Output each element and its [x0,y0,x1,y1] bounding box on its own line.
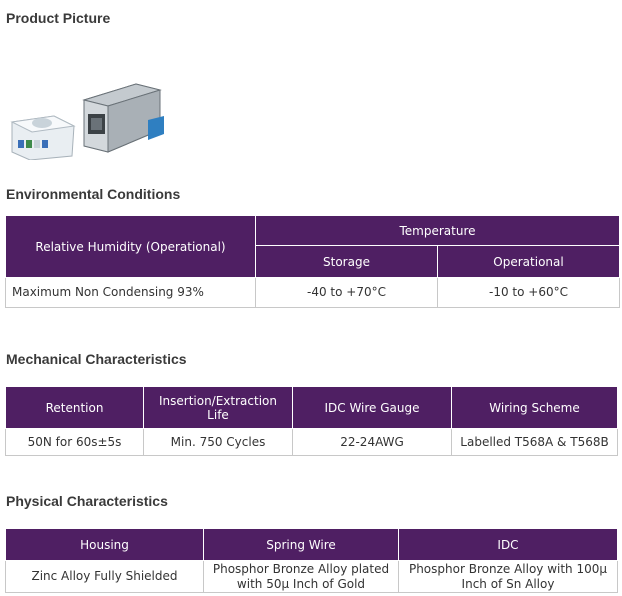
insertion-life-value: Min. 750 Cycles [143,428,293,456]
spring-wire-value: Phosphor Bronze Alloy plated with 50µ In… [203,560,399,593]
housing-value: Zinc Alloy Fully Shielded [5,560,204,593]
housing-header: Housing [5,528,204,561]
storage-value: -40 to +70°C [255,277,438,308]
product-picture-title: Product Picture [6,10,111,26]
table-row: Zinc Alloy Fully Shielded Phosphor Bronz… [5,560,618,593]
operational-value: -10 to +60°C [436,277,621,308]
mechanical-title: Mechanical Characteristics [6,351,187,367]
physical-title: Physical Characteristics [6,493,168,509]
product-image [10,83,164,160]
retention-header: Retention [5,386,144,429]
storage-header: Storage [255,245,438,278]
humidity-header: Relative Humidity (Operational) [5,215,256,278]
wiring-scheme-header: Wiring Scheme [451,386,618,429]
humidity-value: Maximum Non Condensing 93% [5,277,256,308]
table-row: 50N for 60s±5s Min. 750 Cycles 22-24AWG … [5,428,618,456]
physical-table: Housing Spring Wire IDC Zinc Alloy Fully… [5,528,618,593]
idc-wire-gauge-value: 22-24AWG [292,428,452,456]
spring-wire-header: Spring Wire [203,528,399,561]
idc-header: IDC [398,528,618,561]
idc-wire-gauge-header: IDC Wire Gauge [292,386,452,429]
environmental-table: Relative Humidity (Operational) Temperat… [5,215,621,308]
insertion-life-header: Insertion/Extraction Life [143,386,293,429]
keystone-cap-icon [10,115,76,160]
temperature-header: Temperature [254,215,621,246]
environmental-title: Environmental Conditions [6,186,181,202]
mechanical-table: Retention Insertion/Extraction Life IDC … [5,386,618,456]
table-row: Maximum Non Condensing 93% -40 to +70°C … [5,277,621,308]
wiring-scheme-value: Labelled T568A & T568B [451,428,618,456]
metal-jack-icon [82,83,164,153]
operational-header: Operational [436,245,621,278]
idc-value: Phosphor Bronze Alloy with 100µ Inch of … [398,560,618,593]
retention-value: 50N for 60s±5s [5,428,144,456]
